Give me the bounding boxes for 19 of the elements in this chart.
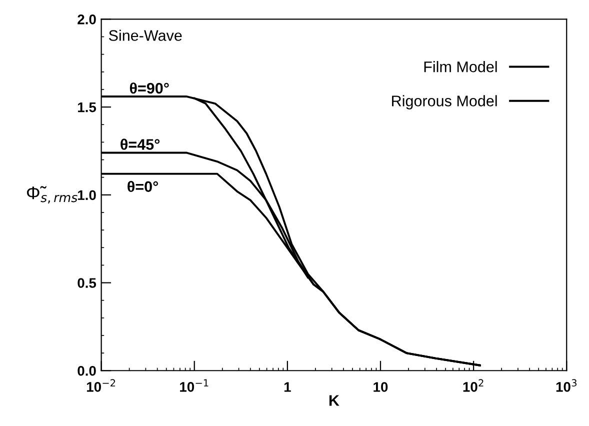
y-tick-label: 1.5: [78, 102, 96, 112]
x-tick-label: 10$^{−2}$: [86, 379, 116, 392]
x-tick-label: 10$^{3}$: [556, 379, 576, 392]
x-axis-title: K: [329, 395, 340, 406]
x-tick-label: 10: [374, 382, 388, 392]
annotation: Sine-Wave: [108, 30, 182, 41]
x-tick-label: 10$^{2}$: [463, 379, 484, 392]
y-tick-label: 1.0: [78, 190, 96, 200]
annotation: θ=90°: [130, 82, 169, 94]
legend-label: Film Model: [424, 61, 497, 72]
annotation: θ=45°: [120, 138, 160, 150]
x-tick-label: 1: [284, 382, 291, 392]
annotation: θ=0°: [128, 180, 158, 192]
y-tick-label: 0.5: [78, 278, 96, 288]
y-tick-label: 2.0: [78, 14, 96, 24]
y-axis-title: Φ̃$_{s,rms}$: [26, 186, 78, 204]
y-tick-label: 0.0: [78, 366, 96, 376]
x-tick-label: 10$^{−1}$: [180, 379, 208, 392]
legend-label: Rigorous Model: [392, 95, 497, 110]
